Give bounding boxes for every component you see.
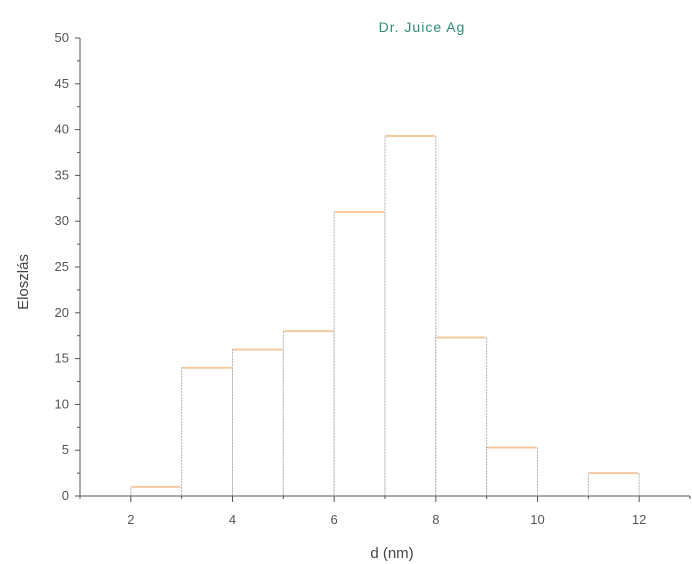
- histogram-bar: [486, 446, 538, 497]
- histogram-bar: [232, 348, 284, 497]
- x-tick-label: 12: [632, 512, 646, 527]
- y-tick-label: 5: [62, 442, 69, 457]
- x-tick-label: 10: [530, 512, 544, 527]
- histogram-bar: [435, 337, 488, 497]
- x-tick-label: 8: [432, 512, 439, 527]
- y-tick-label: 35: [55, 167, 69, 182]
- y-tick-label: 30: [55, 213, 69, 228]
- histogram-bar: [130, 486, 183, 497]
- bars-layer: [130, 135, 640, 497]
- x-tick-label: 4: [229, 512, 236, 527]
- x-tick-label: 2: [127, 512, 134, 527]
- y-tick-label: 0: [62, 488, 69, 503]
- histogram-bar: [181, 367, 234, 497]
- y-tick-label: 45: [55, 76, 69, 91]
- x-axis-title: d (nm): [370, 545, 413, 562]
- y-tick-label: 20: [55, 305, 69, 320]
- axes-layer: 0 5 10 15 20 25 30 35 40 45 50 2 4 6 8 10 12: [55, 30, 691, 527]
- histogram-bar: [333, 211, 386, 497]
- histogram-bar: [587, 472, 640, 497]
- y-tick-label: 25: [55, 259, 69, 274]
- y-tick-label: 10: [55, 396, 69, 411]
- histogram-bar: [282, 330, 335, 497]
- histogram-bar: [384, 135, 437, 497]
- y-tick-label: 50: [55, 30, 69, 45]
- x-tick-label: 6: [331, 512, 338, 527]
- y-axis-title: Eloszlás: [15, 254, 32, 310]
- y-tick-label: 15: [55, 351, 69, 366]
- chart-title: Dr. Juice Ag: [379, 19, 466, 35]
- y-tick-label: 40: [55, 122, 69, 137]
